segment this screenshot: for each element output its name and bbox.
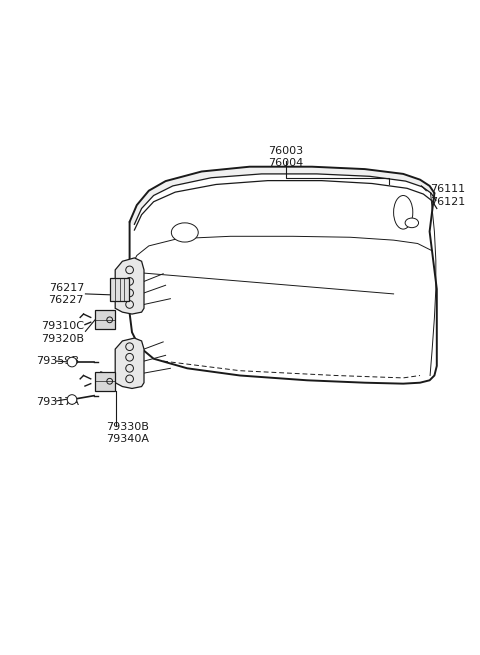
Ellipse shape (394, 195, 413, 229)
Text: 76217
76227: 76217 76227 (48, 283, 84, 305)
Text: 79317A: 79317A (36, 397, 79, 407)
Text: 79310C
79320B: 79310C 79320B (41, 321, 84, 343)
Polygon shape (130, 167, 436, 224)
Circle shape (67, 357, 77, 367)
Ellipse shape (171, 223, 198, 242)
Text: 79359B: 79359B (36, 356, 79, 366)
FancyBboxPatch shape (110, 278, 129, 301)
FancyBboxPatch shape (95, 310, 115, 329)
Polygon shape (115, 258, 144, 314)
Polygon shape (115, 338, 144, 388)
Text: 76111
76121: 76111 76121 (430, 184, 465, 207)
FancyBboxPatch shape (95, 371, 115, 391)
Text: 79330B
79340A: 79330B 79340A (106, 422, 149, 444)
Text: 76003
76004: 76003 76004 (268, 146, 303, 168)
Circle shape (67, 395, 77, 404)
Ellipse shape (405, 218, 419, 228)
